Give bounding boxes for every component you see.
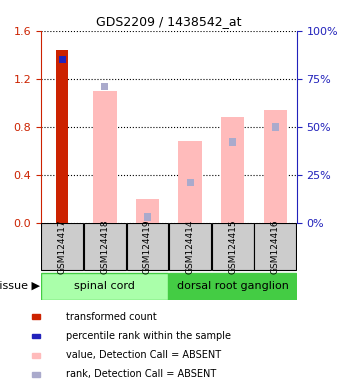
FancyBboxPatch shape bbox=[169, 223, 211, 270]
Bar bbox=[102, 83, 108, 90]
FancyBboxPatch shape bbox=[212, 223, 254, 270]
Text: GSM124417: GSM124417 bbox=[58, 219, 67, 274]
FancyBboxPatch shape bbox=[41, 273, 168, 300]
FancyBboxPatch shape bbox=[84, 223, 126, 270]
Bar bbox=[221, 117, 244, 223]
Bar bbox=[178, 141, 202, 223]
Bar bbox=[136, 199, 159, 223]
Bar bbox=[59, 56, 66, 63]
Text: rank, Detection Call = ABSENT: rank, Detection Call = ABSENT bbox=[66, 369, 217, 379]
Text: dorsal root ganglion: dorsal root ganglion bbox=[177, 281, 289, 291]
Text: GSM124415: GSM124415 bbox=[228, 219, 237, 274]
Text: percentile rank within the sample: percentile rank within the sample bbox=[66, 331, 231, 341]
Bar bbox=[56, 50, 68, 223]
Bar bbox=[32, 372, 40, 377]
Text: tissue ▶: tissue ▶ bbox=[0, 281, 40, 291]
Bar bbox=[144, 213, 151, 221]
Bar bbox=[264, 110, 287, 223]
Text: transformed count: transformed count bbox=[66, 312, 157, 322]
FancyBboxPatch shape bbox=[254, 223, 296, 270]
Bar bbox=[272, 123, 279, 131]
Text: spinal cord: spinal cord bbox=[74, 281, 135, 291]
Text: GSM124416: GSM124416 bbox=[271, 219, 280, 274]
Text: GSM124414: GSM124414 bbox=[186, 219, 195, 274]
Title: GDS2209 / 1438542_at: GDS2209 / 1438542_at bbox=[96, 15, 241, 28]
Bar bbox=[93, 91, 117, 223]
Text: GSM124419: GSM124419 bbox=[143, 219, 152, 274]
Bar bbox=[229, 138, 236, 146]
FancyBboxPatch shape bbox=[41, 223, 83, 270]
Bar bbox=[32, 353, 40, 358]
Text: value, Detection Call = ABSENT: value, Detection Call = ABSENT bbox=[66, 350, 221, 360]
Text: GSM124418: GSM124418 bbox=[100, 219, 109, 274]
FancyBboxPatch shape bbox=[127, 223, 168, 270]
Bar bbox=[32, 314, 40, 319]
FancyBboxPatch shape bbox=[169, 273, 296, 300]
Bar bbox=[32, 334, 40, 338]
Bar bbox=[187, 179, 194, 186]
